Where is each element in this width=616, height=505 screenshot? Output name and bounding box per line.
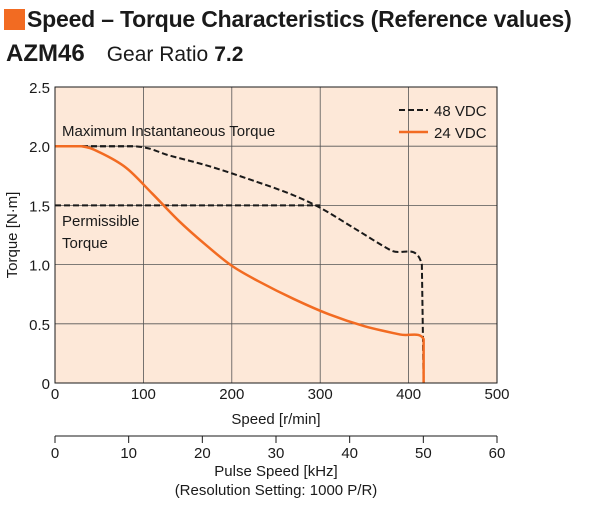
secondary-tick-label: 60: [489, 445, 506, 462]
x-tick-label: 300: [308, 386, 333, 403]
annotation-permissible-line2: Torque: [62, 235, 108, 252]
secondary-tick-label: 40: [341, 445, 358, 462]
series-line-24vdc: [55, 144, 425, 383]
secondary-tick-label: 20: [194, 445, 211, 462]
y-tick-label: 0.5: [29, 317, 50, 334]
legend-label: 24 VDC: [434, 125, 487, 142]
gear-ratio-label: Gear Ratio: [106, 43, 209, 66]
chart-subtitle-row: AZM46 Gear Ratio 7.2: [6, 40, 243, 70]
y-tick-label: 2.0: [29, 139, 50, 156]
y-tick-label: 2.5: [29, 80, 50, 97]
tick-labels: 0 100 200 300 400 500 0 0.5 1.0 1.5 2.0 2.5: [29, 80, 509, 403]
secondary-axis: 0 10 20 30 40 50 60: [51, 435, 506, 462]
secondary-axis-sublabel: (Resolution Setting: 1000 P/R): [175, 482, 378, 499]
plot-area: [55, 87, 497, 383]
chart-title: Speed – Torque Characteristics (Referenc…: [27, 5, 572, 32]
chart-title-row: Speed – Torque Characteristics (Referenc…: [4, 2, 572, 36]
x-tick-label: 500: [484, 386, 509, 403]
x-axis-label: Speed [r/min]: [231, 411, 320, 428]
secondary-tick-label: 10: [120, 445, 137, 462]
secondary-axis-label: Pulse Speed [kHz]: [214, 463, 337, 480]
y-tick-label: 0: [42, 376, 50, 393]
x-tick-label: 100: [131, 386, 156, 403]
title-square-icon: [4, 8, 25, 30]
x-tick-label: 200: [219, 386, 244, 403]
legend: 48 VDC 24 VDC: [399, 103, 487, 142]
y-tick-label: 1.0: [29, 258, 50, 275]
secondary-tick-label: 30: [268, 445, 285, 462]
x-tick-label: 400: [396, 386, 421, 403]
x-tick-label: 0: [51, 386, 59, 403]
secondary-tick-label: 50: [415, 445, 432, 462]
series-lines: [55, 144, 425, 384]
secondary-tick-label: 0: [51, 445, 59, 462]
gear-ratio-value: 7.2: [214, 43, 244, 66]
legend-label: 48 VDC: [434, 103, 487, 120]
y-tick-label: 1.5: [29, 198, 50, 215]
annotation-max-torque: Maximum Instantaneous Torque: [62, 123, 275, 140]
plot-frame: [54, 86, 498, 384]
y-axis-label: Torque [N·m]: [4, 192, 21, 279]
annotations: Maximum Instantaneous Torque Permissible T…: [62, 123, 275, 252]
annotation-permissible-line1: Permissible: [62, 213, 140, 230]
model-name: AZM46: [6, 40, 85, 67]
